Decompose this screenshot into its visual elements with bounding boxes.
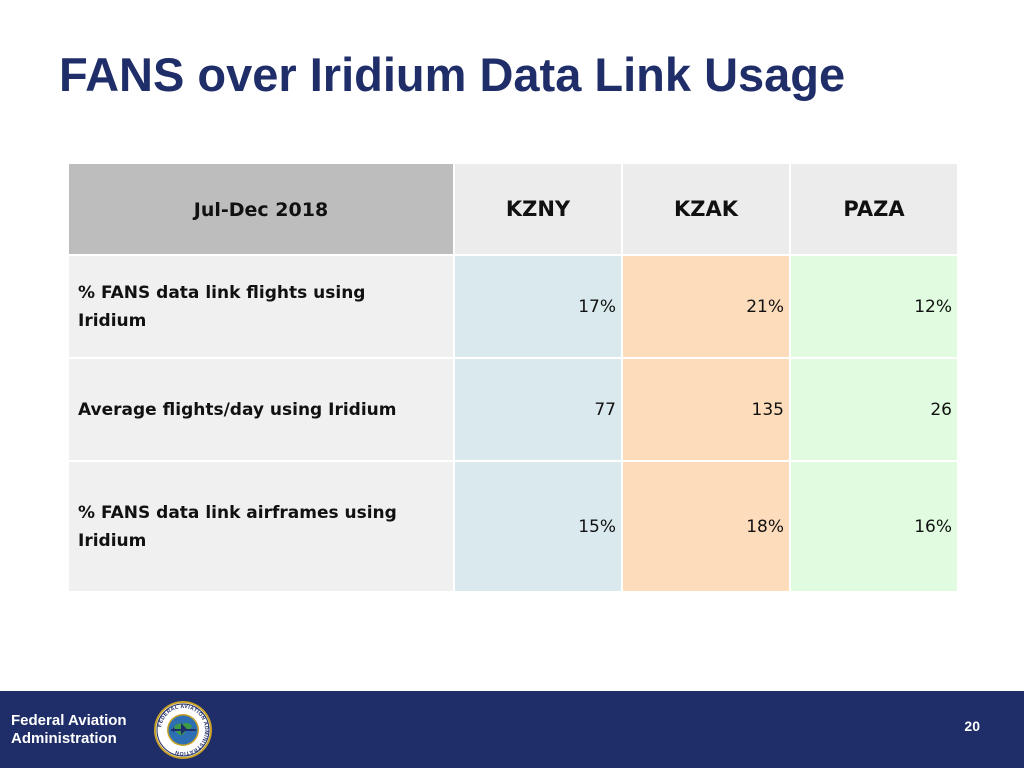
- table-cell: 15%: [453, 460, 623, 593]
- row-label: % FANS data link airframes using Iridium: [67, 460, 455, 593]
- table-row: % FANS data link airframes using Iridium…: [67, 460, 959, 593]
- table-cell: 135: [621, 357, 791, 462]
- table-cell: 26: [789, 357, 959, 462]
- table-cell: 12%: [789, 254, 959, 359]
- column-header-kzny: KZNY: [453, 162, 623, 256]
- table-cell: 16%: [789, 460, 959, 593]
- agency-name-line2: Administration: [11, 730, 117, 747]
- agency-name-line1: Federal Aviation: [11, 712, 127, 729]
- faa-seal-icon: FEDERAL AVIATION ADMINISTRATION: [154, 701, 212, 759]
- slide-title: FANS over Iridium Data Link Usage: [59, 48, 846, 101]
- page-number: 20: [964, 718, 980, 734]
- table-row: Average flights/day using Iridium 77 135…: [67, 357, 959, 462]
- footer-bar: Federal Aviation Administration FEDERAL …: [0, 691, 1024, 768]
- agency-name: Federal Aviation Administration: [11, 712, 127, 748]
- table-cell: 21%: [621, 254, 791, 359]
- column-header-paza: PAZA: [789, 162, 959, 256]
- row-label: % FANS data link flights using Iridium: [67, 254, 455, 359]
- table-cell: 18%: [621, 460, 791, 593]
- table-row: % FANS data link flights using Iridium 1…: [67, 254, 959, 359]
- table-cell: 17%: [453, 254, 623, 359]
- row-label: Average flights/day using Iridium: [67, 357, 455, 462]
- table-cell: 77: [453, 357, 623, 462]
- usage-table: Jul-Dec 2018 KZNY KZAK PAZA % FANS data …: [67, 162, 959, 593]
- column-header-kzak: KZAK: [621, 162, 791, 256]
- table-header-row: Jul-Dec 2018 KZNY KZAK PAZA: [67, 162, 959, 256]
- period-header: Jul-Dec 2018: [67, 162, 455, 256]
